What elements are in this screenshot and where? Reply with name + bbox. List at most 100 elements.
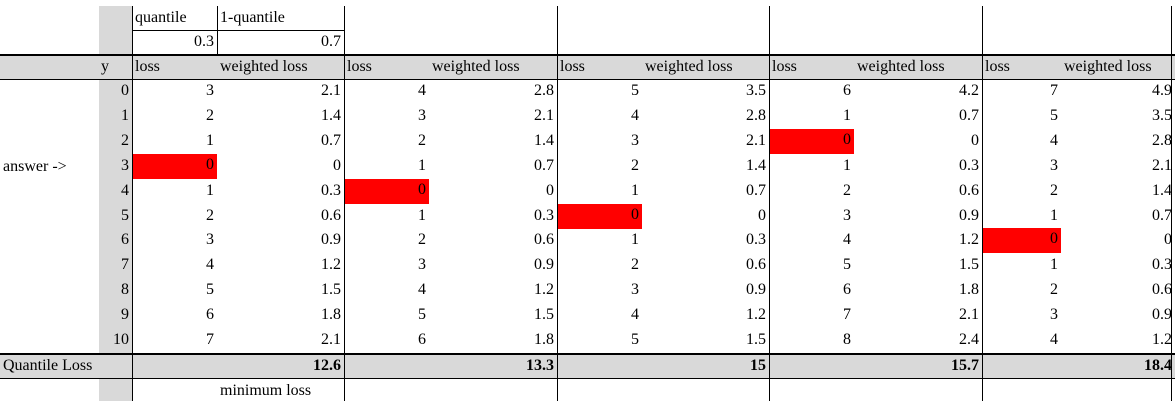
weighted-loss-cell[interactable]: 0.6 (321, 206, 341, 224)
weighted-loss-cell[interactable]: 1.5 (959, 256, 979, 274)
loss-cell[interactable]: 2 (206, 106, 214, 124)
loss-cell[interactable]: 1 (843, 156, 851, 174)
weighted-loss-cell[interactable]: 1.2 (321, 256, 341, 274)
one-minus-quantile-value[interactable]: 0.7 (321, 33, 341, 50)
quantile-loss-total[interactable]: 15.7 (951, 357, 979, 374)
quantile-value[interactable]: 0.3 (194, 33, 214, 50)
weighted-loss-cell[interactable]: 1.2 (534, 281, 554, 299)
weighted-loss-cell[interactable]: 0.9 (1152, 306, 1172, 324)
weighted-loss-cell[interactable]: 1.4 (321, 106, 341, 124)
loss-header[interactable]: loss (772, 58, 797, 75)
loss-cell[interactable]: 6 (206, 306, 214, 324)
weighted-loss-cell[interactable]: 1.2 (1152, 331, 1172, 348)
weighted-loss-cell[interactable]: 2.4 (959, 331, 979, 348)
y-index-cell[interactable]: 4 (121, 181, 129, 199)
min-loss-highlight-cell[interactable]: 0 (132, 153, 217, 179)
min-loss-highlight-cell[interactable]: 0 (344, 178, 429, 204)
weighted-loss-cell[interactable]: 0.9 (534, 256, 554, 274)
y-index-cell[interactable]: 5 (121, 206, 129, 224)
loss-cell[interactable]: 1 (843, 106, 851, 124)
loss-cell[interactable]: 7 (206, 331, 214, 348)
loss-cell[interactable]: 4 (418, 281, 426, 299)
loss-cell[interactable]: 1 (418, 156, 426, 174)
weighted-loss-cell[interactable]: 0.3 (1152, 256, 1172, 274)
weighted-loss-cell[interactable]: 0.7 (534, 156, 554, 174)
y-index-cell[interactable]: 3 (121, 156, 129, 174)
weighted-loss-cell[interactable]: 1.8 (534, 331, 554, 348)
loss-cell[interactable]: 2 (631, 256, 639, 274)
weighted-loss-cell[interactable]: 4.2 (959, 82, 979, 99)
loss-cell[interactable]: 1 (631, 231, 639, 249)
quantile-loss-total[interactable]: 13.3 (526, 357, 554, 374)
loss-cell[interactable]: 1 (1050, 206, 1058, 224)
weighted-loss-cell[interactable]: 0.3 (959, 156, 979, 174)
loss-header[interactable]: loss (347, 58, 372, 75)
weighted-loss-cell[interactable]: 4.9 (1152, 82, 1172, 99)
loss-cell[interactable]: 5 (206, 281, 214, 299)
y-header[interactable]: y (101, 58, 109, 75)
loss-cell[interactable]: 4 (843, 231, 851, 249)
loss-cell[interactable]: 2 (1050, 281, 1058, 299)
quantile-loss-total[interactable]: 12.6 (313, 357, 341, 374)
weighted-loss-cell[interactable]: 2.1 (534, 106, 554, 124)
minimum-loss-label[interactable]: minimum loss (220, 382, 312, 399)
loss-cell[interactable]: 4 (1050, 131, 1058, 149)
loss-cell[interactable]: 3 (418, 256, 426, 274)
one-minus-quantile-label[interactable]: 1-quantile (220, 9, 285, 26)
weighted-loss-cell[interactable]: 2.1 (959, 306, 979, 324)
loss-cell[interactable]: 4 (631, 106, 639, 124)
loss-cell[interactable]: 3 (206, 82, 214, 99)
weighted-loss-cell[interactable]: 0.3 (746, 231, 766, 249)
weighted-loss-cell[interactable]: 2.1 (746, 131, 766, 149)
loss-cell[interactable]: 3 (206, 231, 214, 249)
weighted-loss-cell[interactable]: 3.5 (746, 82, 766, 99)
loss-cell[interactable]: 3 (1050, 306, 1058, 324)
loss-cell[interactable]: 1 (206, 131, 214, 149)
weighted-loss-cell[interactable]: 1.2 (959, 231, 979, 249)
weighted-loss-cell[interactable]: 1.4 (746, 156, 766, 174)
weighted-loss-cell[interactable]: 0.3 (321, 181, 341, 199)
loss-cell[interactable]: 2 (631, 156, 639, 174)
y-index-cell[interactable]: 0 (121, 82, 129, 99)
weighted-loss-cell[interactable]: 2.8 (1152, 131, 1172, 149)
loss-cell[interactable]: 5 (631, 82, 639, 99)
quantile-loss-total[interactable]: 15 (750, 357, 766, 374)
weighted-loss-header[interactable]: weighted loss (1064, 58, 1152, 75)
loss-cell[interactable]: 4 (631, 306, 639, 324)
answer-label[interactable]: answer -> (3, 158, 67, 175)
loss-cell[interactable]: 1 (1050, 256, 1058, 274)
y-index-cell[interactable]: 6 (121, 231, 129, 249)
weighted-loss-cell[interactable]: 0.9 (321, 231, 341, 249)
loss-header[interactable]: loss (135, 58, 160, 75)
loss-cell[interactable]: 7 (1050, 82, 1058, 99)
loss-cell[interactable]: 6 (418, 331, 426, 348)
loss-header[interactable]: loss (985, 58, 1010, 75)
loss-cell[interactable]: 3 (631, 131, 639, 149)
y-index-cell[interactable]: 7 (121, 256, 129, 274)
weighted-loss-cell[interactable]: 1.4 (1152, 181, 1172, 199)
min-loss-highlight-cell[interactable]: 0 (769, 128, 854, 154)
weighted-loss-cell[interactable]: 0.7 (1152, 206, 1172, 224)
weighted-loss-cell[interactable]: 2.1 (321, 82, 341, 99)
min-loss-highlight-cell[interactable]: 0 (982, 228, 1061, 254)
weighted-loss-cell[interactable]: 0 (758, 206, 766, 224)
min-loss-highlight-cell[interactable]: 0 (557, 203, 642, 229)
y-index-cell[interactable]: 8 (121, 281, 129, 299)
weighted-loss-cell[interactable]: 0.9 (959, 206, 979, 224)
loss-cell[interactable]: 2 (418, 131, 426, 149)
weighted-loss-header[interactable]: weighted loss (645, 58, 733, 75)
y-index-cell[interactable]: 2 (121, 131, 129, 149)
loss-cell[interactable]: 6 (843, 82, 851, 99)
loss-cell[interactable]: 5 (418, 306, 426, 324)
loss-cell[interactable]: 4 (418, 82, 426, 99)
loss-header[interactable]: loss (560, 58, 585, 75)
weighted-loss-cell[interactable]: 2.8 (534, 82, 554, 99)
weighted-loss-cell[interactable]: 2.8 (746, 106, 766, 124)
weighted-loss-cell[interactable]: 0.7 (959, 106, 979, 124)
weighted-loss-cell[interactable]: 0.9 (746, 281, 766, 299)
y-index-cell[interactable]: 10 (113, 331, 129, 348)
weighted-loss-cell[interactable]: 0.6 (959, 181, 979, 199)
weighted-loss-cell[interactable]: 1.4 (534, 131, 554, 149)
weighted-loss-cell[interactable]: 0.3 (534, 206, 554, 224)
loss-cell[interactable]: 3 (631, 281, 639, 299)
